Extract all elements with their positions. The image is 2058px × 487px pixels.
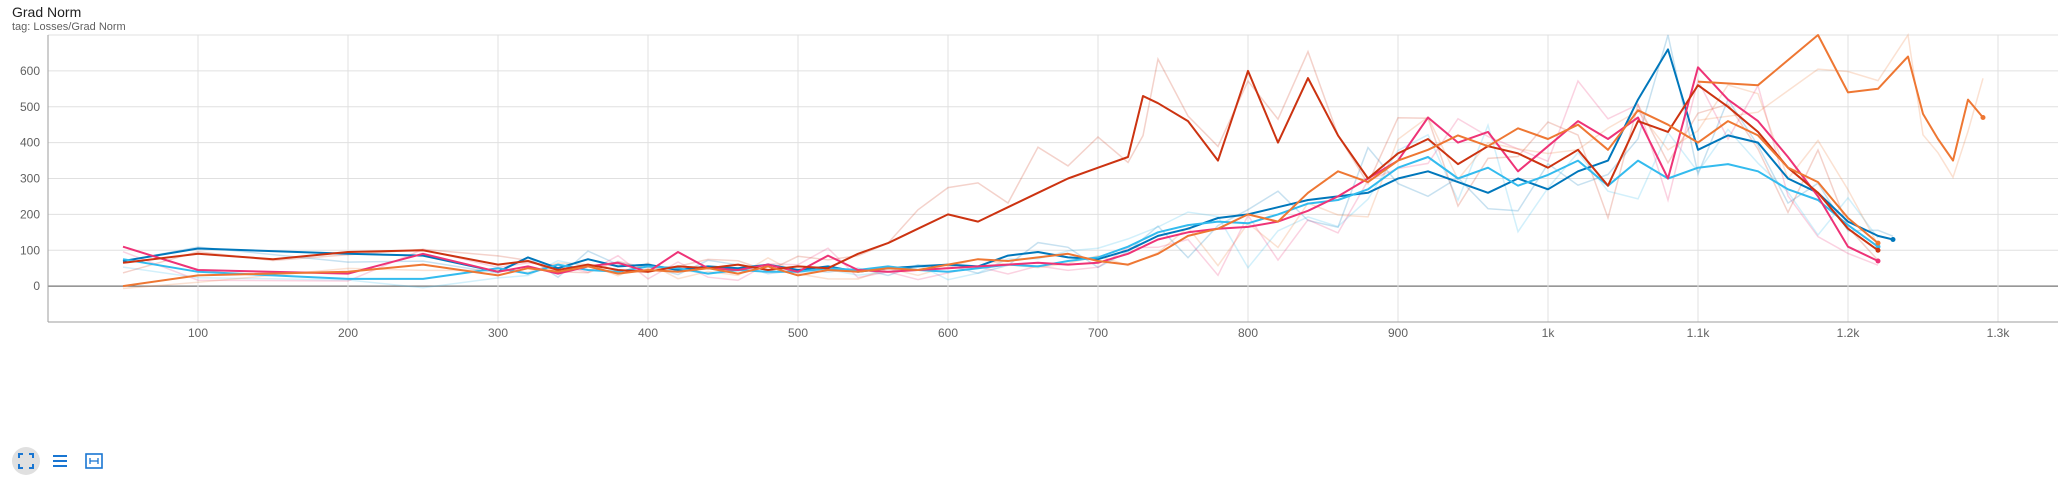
series-raw-line-3	[122, 49, 1879, 274]
series-endpoint-2	[1875, 258, 1881, 264]
y-tick-label: 300	[20, 172, 40, 186]
x-tick-label: 400	[638, 326, 658, 340]
line-chart[interactable]: 0 100 200 300 400 500 600 100 200 300 400 500 600 700…	[0, 0, 2058, 440]
chart-tag: tag: Losses/Grad Norm	[12, 21, 126, 33]
x-tick-label: 700	[1088, 326, 1108, 340]
series-line-5[interactable]	[1697, 34, 1984, 162]
x-tick-label: 300	[488, 326, 508, 340]
x-tick-label: 900	[1388, 326, 1408, 340]
x-tick-label: 1.1k	[1687, 326, 1711, 340]
series-line-4[interactable]	[122, 109, 1879, 288]
y-tick-label: 500	[20, 100, 40, 114]
x-tick-label: 1k	[1542, 326, 1556, 340]
series-raw-line-1	[122, 122, 1879, 289]
y-tick-label: 100	[20, 243, 40, 257]
x-tick-label: 800	[1238, 326, 1258, 340]
series-raw-line-5	[1697, 32, 1984, 180]
y-tick-label: 400	[20, 136, 40, 150]
series-layer	[122, 32, 1986, 290]
chart-title: Grad Norm	[12, 4, 82, 20]
x-tick-label: 600	[938, 326, 958, 340]
series-endpoint-5	[1980, 115, 1986, 121]
tick-labels: 0 100 200 300 400 500 600 100 200 300 400 500 600 700…	[20, 64, 2010, 340]
chart-toolbar	[12, 447, 108, 475]
x-tick-label: 1.2k	[1837, 326, 1861, 340]
fullscreen-icon	[18, 453, 34, 469]
x-tick-label: 100	[188, 326, 208, 340]
toggle-log-list-icon	[53, 455, 67, 467]
fit-domain-icon	[85, 453, 103, 469]
series-endpoint-1	[1875, 244, 1881, 250]
series-endpoint-4	[1875, 240, 1881, 246]
x-tick-label: 500	[788, 326, 808, 340]
fit-domain-button[interactable]	[80, 447, 108, 475]
axis-layer	[47, 35, 2058, 323]
series-line-0[interactable]	[122, 48, 1894, 273]
y-tick-label: 200	[20, 207, 40, 221]
series-endpoint-0	[1890, 236, 1896, 242]
series-endpoint-3	[1875, 247, 1881, 253]
x-tick-label: 200	[338, 326, 358, 340]
series-line-3[interactable]	[122, 69, 1879, 273]
y-tick-label: 600	[20, 64, 40, 78]
toggle-log-list-button[interactable]	[46, 447, 74, 475]
x-tick-label: 1.3k	[1987, 326, 2011, 340]
y-tick-label: 0	[33, 279, 40, 293]
fullscreen-button[interactable]	[12, 447, 40, 475]
